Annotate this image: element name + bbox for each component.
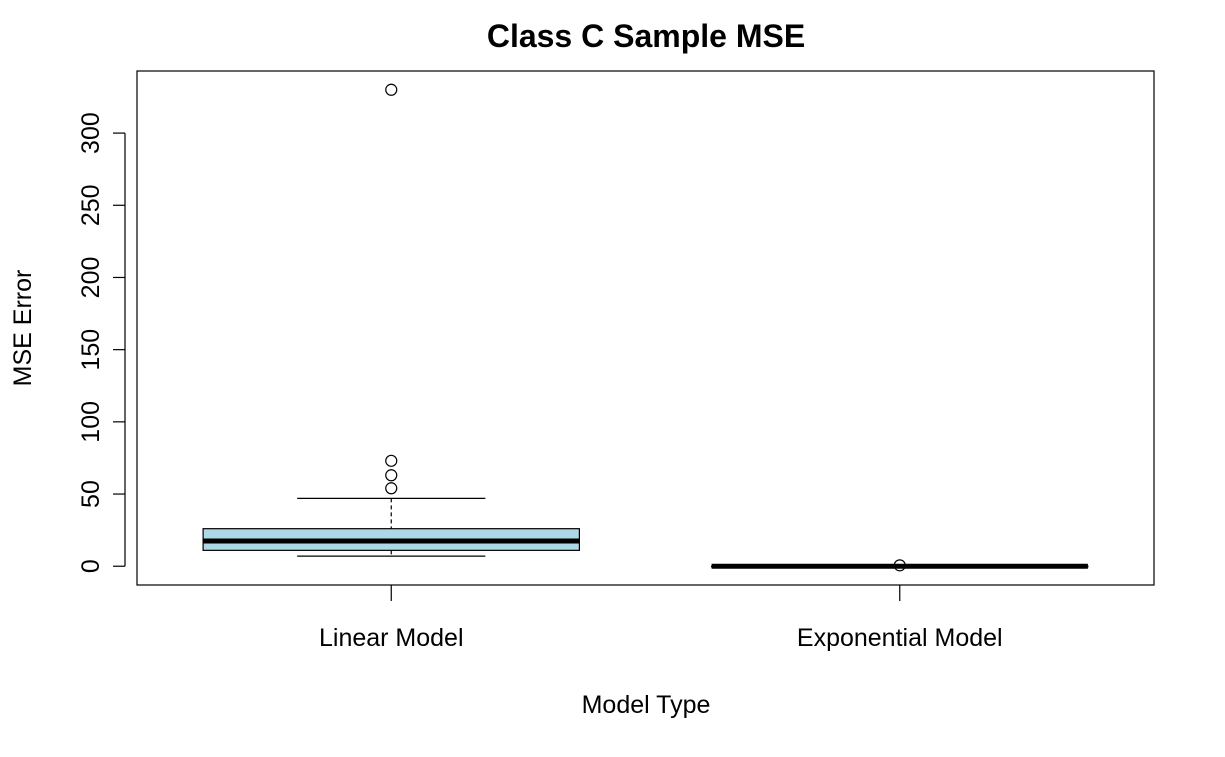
y-tick-label: 250 bbox=[77, 184, 105, 226]
x-axis-label: Model Type bbox=[582, 691, 711, 719]
outlier-point bbox=[893, 559, 906, 572]
outlier-point bbox=[385, 83, 398, 96]
y-tick-label: 200 bbox=[77, 257, 105, 299]
plot-frame bbox=[136, 70, 1155, 586]
outlier-point bbox=[385, 454, 398, 467]
y-tick-label: 50 bbox=[77, 480, 105, 508]
y-axis: 0 50 100 150 200 250 300 bbox=[77, 112, 126, 573]
x-axis: Linear Model Exponential Model bbox=[319, 585, 1003, 652]
y-tick-label: 0 bbox=[77, 559, 105, 573]
y-tick-label: 150 bbox=[77, 329, 105, 371]
chart-title: Class C Sample MSE bbox=[487, 18, 805, 54]
x-tick-label: Exponential Model bbox=[797, 624, 1003, 652]
outlier-point bbox=[385, 469, 398, 482]
box-0 bbox=[202, 83, 580, 557]
box-1 bbox=[711, 559, 1089, 572]
x-tick-label: Linear Model bbox=[319, 624, 464, 652]
y-axis-label: MSE Error bbox=[9, 270, 37, 387]
boxes-group bbox=[202, 83, 1089, 572]
outlier-point bbox=[385, 482, 398, 495]
y-tick-label: 300 bbox=[77, 112, 105, 154]
y-tick-label: 100 bbox=[77, 401, 105, 443]
